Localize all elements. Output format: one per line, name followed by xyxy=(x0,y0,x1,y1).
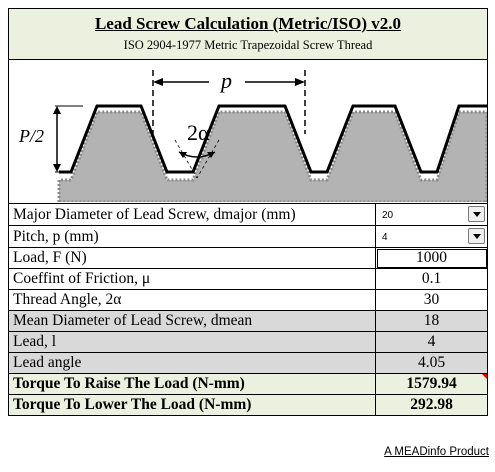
lead-screw-calculator: Lead Screw Calculation (Metric/ISO) v2.0… xyxy=(8,8,488,416)
chevron-down-icon[interactable] xyxy=(468,228,485,244)
torque-raise-label: Torque To Raise The Load (N-mm) xyxy=(8,373,376,395)
major-diameter-value: 20 xyxy=(382,210,394,221)
table-row: Torque To Raise The Load (N-mm) 1579.94 xyxy=(8,373,488,395)
torque-lower-label: Torque To Lower The Load (N-mm) xyxy=(8,394,376,416)
thread-angle-label: Thread Angle, 2α xyxy=(8,289,376,311)
torque-raise-value: 1579.94 xyxy=(375,373,488,395)
torque-lower-value: 292.98 xyxy=(375,394,488,416)
friction-input[interactable]: 0.1 xyxy=(375,268,488,290)
pitch-label: p xyxy=(219,68,232,93)
load-input[interactable]: 1000 xyxy=(375,247,488,269)
mean-diameter-label: Mean Diameter of Lead Screw, dmean xyxy=(8,310,376,332)
lead-angle-value: 4.05 xyxy=(375,352,488,374)
pitch-dropdown[interactable]: 4 xyxy=(375,225,488,248)
lead-label: Lead, l xyxy=(8,331,376,353)
angle-label: 2α xyxy=(187,120,210,145)
thread-angle-input[interactable]: 30 xyxy=(375,289,488,311)
calculator-subtitle: ISO 2904-1977 Metric Trapezoidal Screw T… xyxy=(123,38,373,52)
table-row: Lead, l 4 xyxy=(8,331,488,353)
comment-indicator-icon[interactable] xyxy=(482,374,487,379)
table-row: Coeffint of Friction, μ 0.1 xyxy=(8,268,488,290)
table-row: Pitch, p (mm) 4 xyxy=(8,225,488,248)
table-row: Torque To Lower The Load (N-mm) 292.98 xyxy=(8,394,488,416)
half-pitch-label: P/2 xyxy=(18,126,44,146)
input-output-table: Major Diameter of Lead Screw, dmajor (mm… xyxy=(8,203,488,416)
torque-raise-number: 1579.94 xyxy=(406,375,457,392)
lead-value: 4 xyxy=(375,331,488,353)
thread-diagram: P/2 p 2α xyxy=(8,59,488,203)
chevron-down-icon[interactable] xyxy=(468,206,485,222)
pitch-value: 4 xyxy=(382,232,388,243)
lead-angle-label: Lead angle xyxy=(8,352,376,374)
table-row: Load, F (N) 1000 xyxy=(8,247,488,269)
calculator-title: Lead Screw Calculation (Metric/ISO) v2.0 xyxy=(94,14,402,33)
thread-diagram-svg: P/2 p 2α xyxy=(18,68,487,202)
table-row: Lead angle 4.05 xyxy=(8,352,488,374)
major-diameter-label: Major Diameter of Lead Screw, dmajor (mm… xyxy=(8,203,376,226)
calculator-header: Lead Screw Calculation (Metric/ISO) v2.0… xyxy=(8,8,488,59)
mean-diameter-value: 18 xyxy=(375,310,488,332)
load-label: Load, F (N) xyxy=(8,247,376,269)
pitch-label-cell: Pitch, p (mm) xyxy=(8,225,376,248)
thread-body xyxy=(57,110,487,202)
major-diameter-dropdown[interactable]: 20 xyxy=(375,203,488,226)
table-row: Thread Angle, 2α 30 xyxy=(8,289,488,311)
table-row: Mean Diameter of Lead Screw, dmean 18 xyxy=(8,310,488,332)
table-row: Major Diameter of Lead Screw, dmajor (mm… xyxy=(8,203,488,226)
thread-profile-line xyxy=(59,104,487,174)
credit-link[interactable]: A MEADinfo Product xyxy=(384,446,489,458)
friction-label: Coeffint of Friction, μ xyxy=(8,268,376,290)
